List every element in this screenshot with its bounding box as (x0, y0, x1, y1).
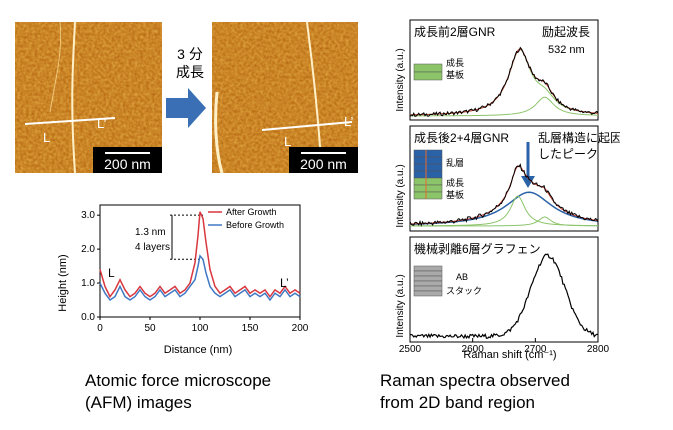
panel3-spectrum (409, 253, 599, 340)
before-growth-line (99, 254, 301, 302)
growth-arrow (166, 88, 208, 133)
raman-ylabel-1: Intensity (a.u.) (395, 48, 406, 111)
profile-ytick: 3.0 (81, 210, 95, 221)
panel2-annotation-2: したピーク (538, 147, 598, 161)
panel2-green-b (409, 216, 599, 227)
raman-xtick: 2700 (524, 344, 547, 355)
panel2-peak-arrow (521, 142, 535, 188)
raman-ylabel-2: Intensity (a.u.) (395, 164, 406, 227)
legend-before-growth: Before Growth (226, 220, 284, 230)
panel1-legend-bottom: 基板 (446, 69, 464, 80)
afm-texture-before (15, 22, 162, 173)
panel3-legend-1: AB (456, 272, 468, 282)
panel2-legend-mid: 成長 (446, 177, 464, 188)
profile-marker-L: L (108, 266, 115, 280)
profile-legend: After Growth Before Growth (208, 207, 284, 230)
caption-raman: Raman spectra observed from 2D band regi… (380, 371, 570, 412)
panel2-title: 成長後2+4層GNR (414, 131, 509, 145)
panel2-legend-top: 乱層 (446, 158, 464, 168)
profile-xlabel: Distance (nm) (164, 344, 232, 356)
profile-marker-Lp: L’ (280, 276, 289, 290)
profile-xtick: 50 (144, 323, 156, 334)
panel1-spectrum (409, 46, 599, 117)
profile-ylabel: Height (nm) (57, 254, 69, 311)
profile-xtick: 200 (292, 323, 309, 334)
raman-spectra-chart: Intensity (a.u.) Intensity (a.u.) Intens… (395, 19, 620, 361)
panel1-fit (409, 48, 599, 116)
panel1-legend-swatch-bottom (413, 71, 443, 81)
panel1-excite-1: 励起波長 (542, 25, 590, 39)
scale-bar-before: 200 nm (93, 147, 162, 173)
profile-annotation-2: 4 layers (135, 242, 170, 253)
raman-panel-3 (409, 236, 599, 343)
profile-xtick: 100 (192, 323, 209, 334)
panel3-legend-stack (413, 265, 443, 297)
panel2-annotation-1: 乱層構造に起因 (538, 131, 620, 145)
raman-xtick: 2500 (399, 344, 422, 355)
panel2-legend-bottom: 基板 (446, 189, 464, 200)
growth-time-label: 3 分 成長 (176, 46, 204, 80)
profile-ytick: 1.0 (81, 278, 95, 289)
profile-xtick: 0 (97, 323, 103, 334)
scale-bar-after: 200 nm (289, 147, 358, 173)
raman-xlabel: Raman shift (cm⁻¹) (463, 349, 556, 361)
legend-after-growth: After Growth (226, 207, 277, 217)
raman-ylabel-3: Intensity (a.u.) (395, 274, 406, 337)
raman-xtick: 2800 (587, 344, 610, 355)
panel2-spectrum (409, 163, 599, 227)
raman-xtick: 2600 (462, 344, 485, 355)
raman-panel-1 (409, 19, 599, 121)
profile-ytick: 2.0 (81, 244, 95, 255)
afm-image-after: L L’ 200 nm (212, 22, 358, 173)
marker-Lp-before: L’ (97, 116, 107, 131)
after-growth-line (99, 211, 301, 299)
height-profile-chart: Height (nm) Distance (nm) 0 50 100 150 200 0.… (57, 204, 309, 356)
panel1-excite-2: 532 nm (548, 44, 585, 56)
caption-afm: Atomic force microscope (AFM) images (85, 371, 272, 412)
profile-annotation-1: 1.3 nm (135, 227, 166, 238)
marker-L-after: L (284, 134, 292, 149)
marker-Lp-after: L’ (344, 114, 354, 129)
afm-image-before: L L’ 200 nm (15, 22, 162, 173)
profile-ytick: 0.0 (81, 312, 95, 323)
panel2-legend-stack (413, 149, 443, 200)
panel1-green-a (409, 49, 599, 116)
panel1-legend-top: 成長 (446, 57, 464, 68)
panel1-legend-swatch-top (413, 63, 443, 73)
panel3-title: 機械剥離6層グラフェン (414, 241, 541, 256)
marker-L-before: L (43, 130, 51, 145)
panel1-title: 成長前2層GNR (414, 24, 496, 39)
raman-panel-2 (409, 125, 599, 232)
panel3-legend-2: スタック (446, 286, 482, 296)
profile-xtick: 150 (242, 323, 259, 334)
